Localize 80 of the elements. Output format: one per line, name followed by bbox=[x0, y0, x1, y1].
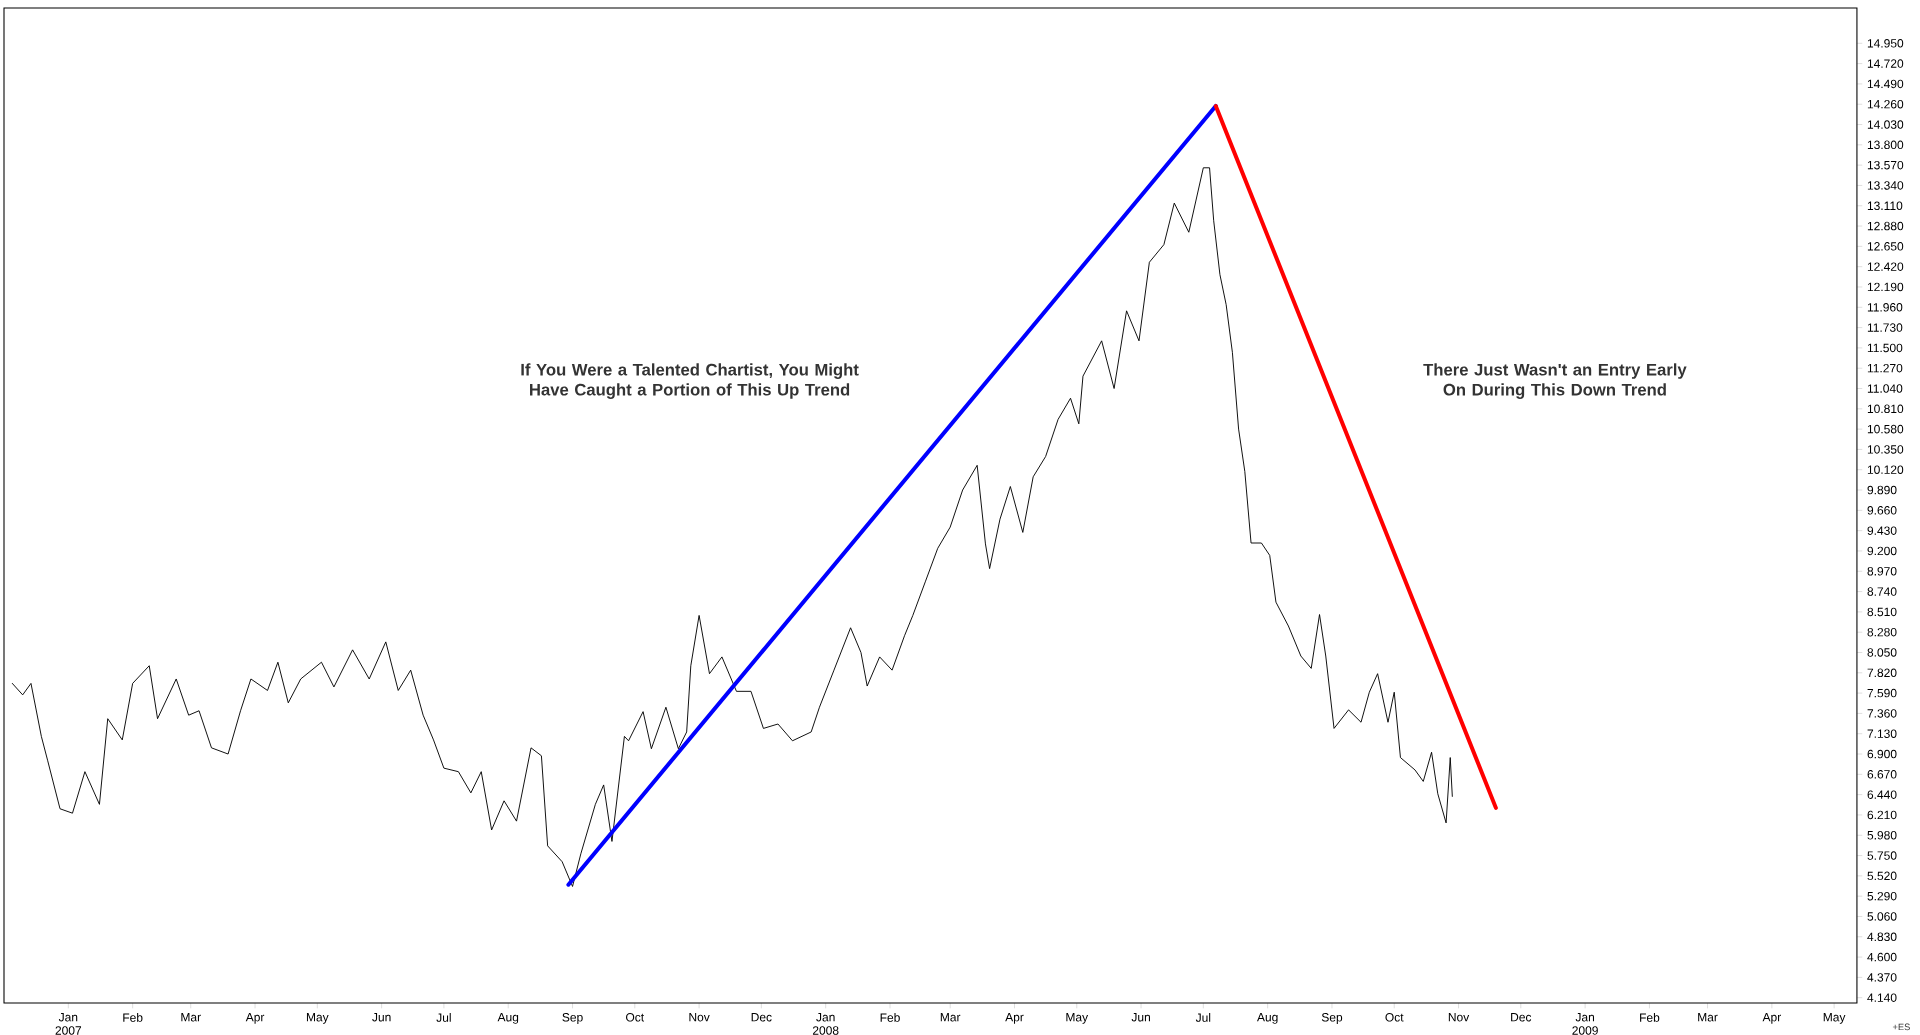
x-tick-label: Sep bbox=[1321, 1013, 1343, 1024]
x-tick-label: Dec bbox=[751, 1013, 772, 1022]
y-tick-label: 8.970 bbox=[1867, 567, 1897, 576]
y-tick-label: 6.440 bbox=[1867, 790, 1897, 799]
x-tick-label: Jan 2007 bbox=[55, 1013, 82, 1035]
y-tick-label: 11.730 bbox=[1867, 323, 1903, 332]
y-tick-label: 9.660 bbox=[1867, 506, 1897, 515]
x-tick-label: Jul bbox=[436, 1013, 451, 1022]
x-tick-label: Mar bbox=[1698, 1013, 1718, 1022]
y-tick-label: 11.040 bbox=[1867, 384, 1903, 393]
y-tick-label: 10.350 bbox=[1867, 445, 1904, 454]
y-tick-label: 10.580 bbox=[1867, 424, 1904, 434]
y-tick-label: 12.420 bbox=[1867, 262, 1904, 271]
y-tick-label: 14.720 bbox=[1867, 59, 1904, 68]
y-tick-label: 5.290 bbox=[1867, 891, 1897, 901]
x-tick-label: Sep bbox=[562, 1013, 583, 1024]
x-tick-label: Jun bbox=[1131, 1013, 1150, 1022]
x-tick-label: Dec bbox=[1511, 1013, 1532, 1022]
x-tick-label: Feb bbox=[123, 1013, 143, 1022]
x-tick-label: Oct bbox=[626, 1013, 645, 1022]
x-tick-label: Jul bbox=[1195, 1013, 1211, 1022]
x-tick-label: Feb bbox=[1640, 1013, 1660, 1022]
y-tick-label: 5.750 bbox=[1867, 851, 1897, 860]
y-tick-label: 14.030 bbox=[1867, 120, 1904, 129]
x-tick-label: Jan 2008 bbox=[812, 1013, 839, 1035]
y-tick-label: 14.490 bbox=[1867, 79, 1904, 89]
y-tick-label: 10.810 bbox=[1867, 404, 1904, 414]
y-tick-label: 7.820 bbox=[1867, 668, 1897, 678]
x-tick-label: Aug bbox=[497, 1013, 519, 1024]
y-tick-label: 5.060 bbox=[1867, 912, 1897, 921]
x-tick-label: Apr bbox=[1005, 1013, 1024, 1024]
y-tick-label: 8.740 bbox=[1867, 587, 1897, 596]
annotation: If You Were a Talented Chartist, You Might Have Caught a Portion of This Up Trend bbox=[521, 363, 859, 399]
y-tick-label: 8.280 bbox=[1867, 627, 1897, 637]
y-tick-label: 11.270 bbox=[1867, 363, 1903, 373]
x-tick-label: Feb bbox=[880, 1013, 900, 1022]
y-tick-label: 4.140 bbox=[1867, 993, 1897, 1002]
x-tick-label: Oct bbox=[1385, 1013, 1404, 1022]
annotation: There Just Wasn't an Entry Early On During This Down Trend bbox=[1423, 363, 1687, 399]
y-tick-label: 5.520 bbox=[1867, 871, 1897, 881]
y-tick-label: 11.960 bbox=[1867, 303, 1903, 312]
y-tick-label: 13.570 bbox=[1867, 160, 1904, 170]
y-tick-label: 10.120 bbox=[1867, 465, 1904, 474]
y-tick-label: 8.050 bbox=[1867, 648, 1897, 657]
x-tick-label: May bbox=[1823, 1013, 1846, 1024]
y-tick-label: 4.830 bbox=[1867, 932, 1897, 942]
x-tick-label: Mar bbox=[940, 1013, 961, 1022]
x-tick-label: Apr bbox=[245, 1013, 265, 1024]
x-tick-label: Nov bbox=[689, 1013, 710, 1022]
y-tick-label: 13.340 bbox=[1867, 181, 1904, 190]
x-tick-label: Jan 2009 bbox=[1572, 1013, 1598, 1035]
x-tick-label: Jun bbox=[372, 1013, 391, 1022]
y-tick-label: 9.200 bbox=[1867, 546, 1897, 556]
y-tick-label: 12.880 bbox=[1867, 221, 1904, 231]
y-tick-label: 11.500 bbox=[1867, 343, 1903, 353]
x-tick-label: May bbox=[1066, 1013, 1089, 1024]
x-tick-label: Nov bbox=[1448, 1013, 1470, 1022]
x-tick-label: Aug bbox=[1256, 1013, 1278, 1024]
y-tick-label: 7.590 bbox=[1867, 688, 1897, 698]
y-tick-label: 6.210 bbox=[1867, 810, 1897, 820]
y-tick-label: 4.600 bbox=[1867, 952, 1897, 962]
text: +ES bbox=[1892, 1023, 1910, 1031]
y-tick-label: 4.370 bbox=[1867, 973, 1897, 982]
y-tick-label: 7.360 bbox=[1867, 709, 1897, 718]
y-tick-label: 9.890 bbox=[1867, 485, 1897, 495]
y-tick-label: 6.670 bbox=[1867, 770, 1897, 779]
y-tick-label: 14.260 bbox=[1867, 99, 1904, 109]
x-tick-label: May bbox=[306, 1013, 329, 1024]
y-tick-label: 8.510 bbox=[1867, 607, 1897, 617]
y-tick-label: 12.650 bbox=[1867, 242, 1904, 251]
y-tick-label: 14.950 bbox=[1867, 39, 1904, 48]
y-tick-label: 9.430 bbox=[1867, 526, 1897, 535]
y-tick-label: 5.980 bbox=[1867, 831, 1897, 840]
y-tick-label: 13.110 bbox=[1867, 201, 1903, 211]
y-tick-label: 6.900 bbox=[1867, 749, 1897, 759]
y-tick-label: 7.130 bbox=[1867, 729, 1897, 738]
y-tick-label: 12.190 bbox=[1867, 282, 1904, 292]
x-tick-label: Mar bbox=[181, 1013, 201, 1022]
x-tick-label: Apr bbox=[1762, 1013, 1782, 1024]
y-tick-label: 13.800 bbox=[1867, 140, 1904, 150]
